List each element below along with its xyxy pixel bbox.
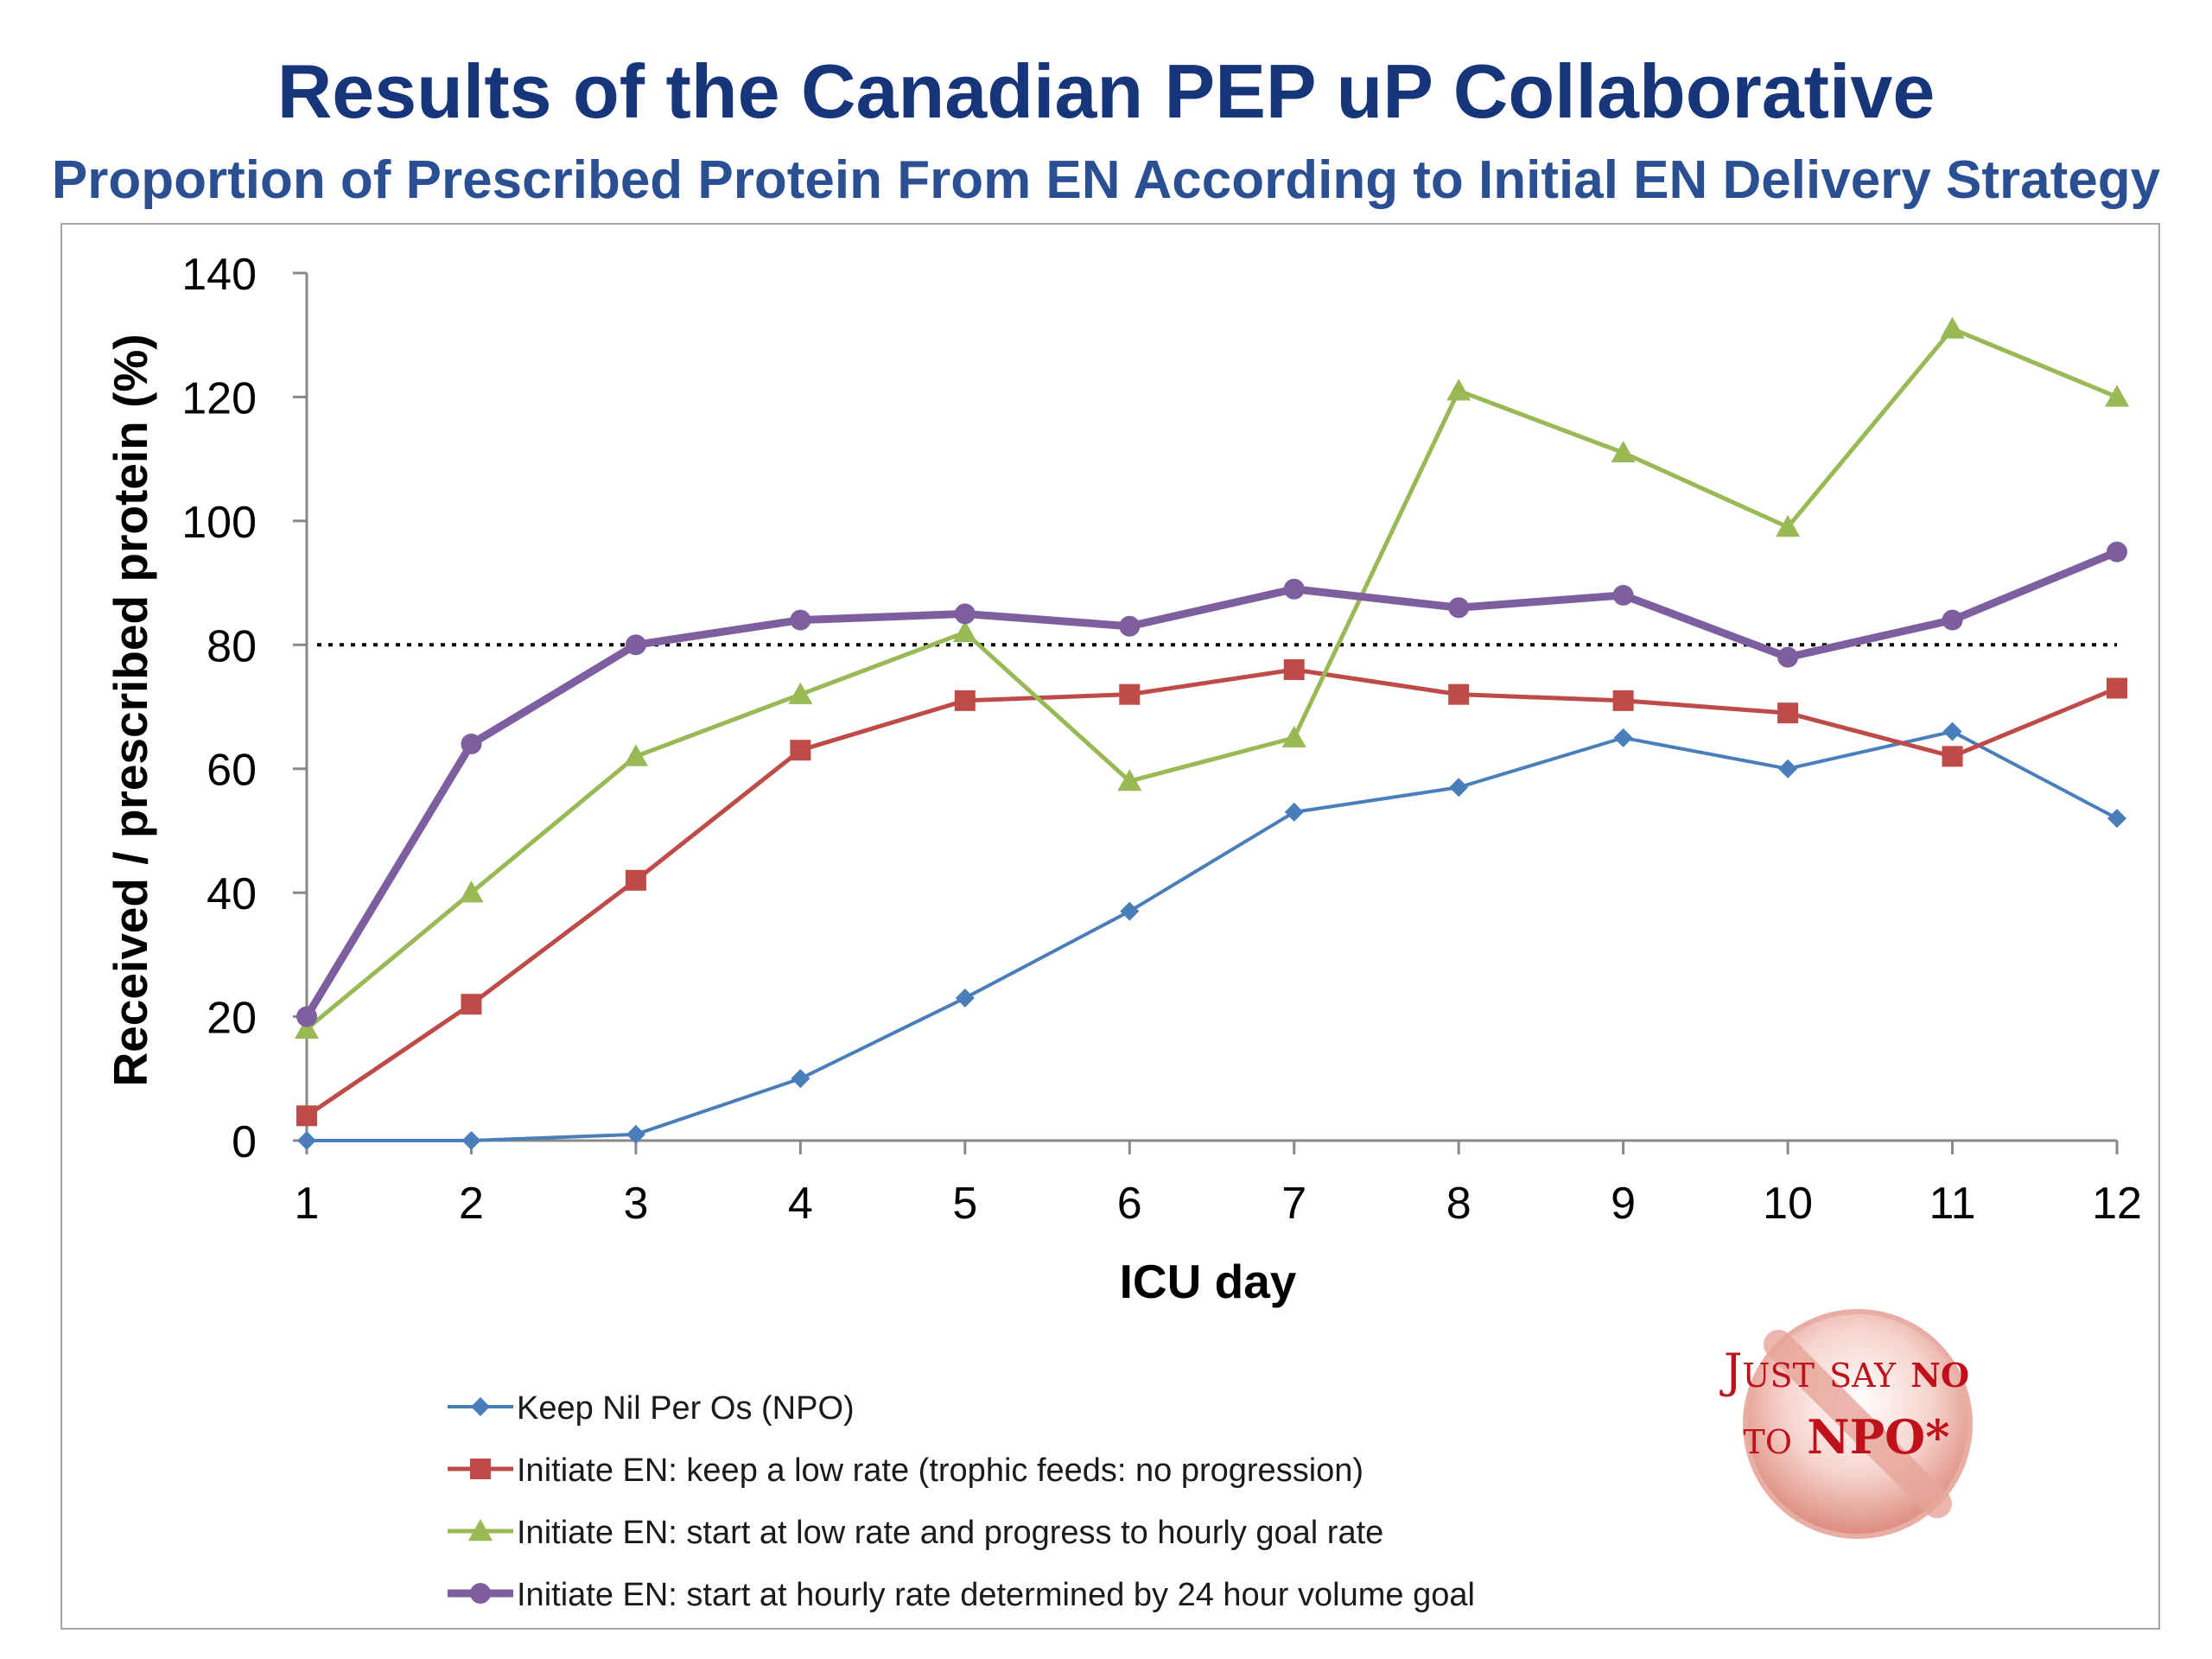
- series-1-point: [2107, 809, 2126, 829]
- legend-marker-2: [470, 1459, 491, 1479]
- series-3-point: [952, 620, 977, 643]
- series-3-point: [1776, 515, 1801, 537]
- series-3-point: [1117, 769, 1142, 791]
- series-4-point: [954, 603, 976, 625]
- series-4-point: [461, 734, 482, 755]
- page-title: Results of the Canadian PEP uP Collabora…: [276, 48, 1936, 134]
- series-3-point: [1281, 725, 1306, 748]
- series-4-point: [1448, 597, 1470, 619]
- series-1: [297, 721, 2126, 1150]
- series-3-point: [623, 744, 648, 766]
- series-2-point: [790, 740, 811, 761]
- x-tick-label: 11: [1929, 1179, 1976, 1229]
- x-tick-label: 8: [1446, 1179, 1471, 1229]
- y-tick-label: 120: [181, 373, 257, 423]
- series-1-point: [1613, 728, 1633, 747]
- legend-label-3: Initiate EN: start at low rate and progr…: [517, 1515, 1383, 1551]
- x-tick-label: 12: [2092, 1179, 2142, 1229]
- x-tick-label: 5: [952, 1179, 977, 1229]
- stamp-line-1: Just say no: [1719, 1343, 1969, 1398]
- x-tick-label: 1: [295, 1179, 320, 1229]
- series-1-point: [1120, 901, 1140, 921]
- stamp-slash: [1764, 1330, 1952, 1518]
- legend-label-1: Keep Nil Per Os (NPO): [517, 1390, 855, 1427]
- legend-marker-1: [471, 1397, 490, 1416]
- series-2-point: [1612, 690, 1634, 711]
- series-2-line: [305, 667, 2118, 1118]
- series-2-point: [954, 690, 976, 711]
- series-1-point: [955, 988, 975, 1008]
- series-3-point: [788, 682, 813, 704]
- series-2-point: [1448, 683, 1470, 705]
- just-say-no-to-npo-stamp: Just say no to NPO*: [1719, 1309, 1973, 1539]
- legend-label-4: Initiate EN: start at hourly rate determ…: [517, 1577, 1475, 1613]
- series-2-point: [461, 994, 482, 1015]
- series-3-point: [1940, 316, 1965, 339]
- legend-marker-4: [470, 1583, 491, 1604]
- series-4-point: [1942, 609, 1963, 631]
- series-1-point: [1778, 759, 1798, 779]
- series-2: [296, 658, 2127, 1127]
- series-4-point: [625, 634, 646, 656]
- series-2-point: [296, 1105, 317, 1127]
- y-tick-label: 140: [181, 250, 257, 300]
- series-3-point: [1446, 378, 1471, 401]
- y-axis-title: Received / prescribed protein (%): [104, 334, 157, 1086]
- y-tick-label: 20: [207, 994, 257, 1044]
- series-1-point: [791, 1069, 810, 1089]
- series-3-point: [1611, 440, 1636, 463]
- series-4-line: [303, 548, 2119, 1019]
- y-tick-label: 60: [207, 746, 257, 796]
- series-3-point: [459, 880, 484, 903]
- series-4-point: [1119, 615, 1141, 637]
- series-1-point: [626, 1124, 645, 1144]
- series-1-point: [1284, 802, 1304, 822]
- series-2-point: [1283, 658, 1305, 680]
- series-4-point: [1777, 646, 1799, 668]
- y-tick-label: 0: [232, 1117, 257, 1167]
- series-3: [295, 316, 2129, 1039]
- x-tick-label: 9: [1611, 1179, 1636, 1229]
- legend: Keep Nil Per Os (NPO) Initiate EN: keep a…: [448, 1390, 1475, 1613]
- series-2-point: [1119, 683, 1141, 705]
- series-1-point: [1942, 721, 1962, 741]
- x-tick-label: 3: [623, 1179, 648, 1229]
- series-2-point: [1777, 702, 1799, 724]
- series-1-line: [307, 729, 2118, 1142]
- page-subtitle: Proportion of Prescribed Protein From EN…: [51, 150, 2161, 210]
- x-tick-label: 6: [1117, 1179, 1142, 1229]
- x-axis-title: ICU day: [1120, 1255, 1297, 1308]
- series-group: [295, 316, 2129, 1150]
- x-tick-label: 4: [788, 1179, 813, 1229]
- series-4: [296, 541, 2127, 1027]
- x-tick-label: 10: [1763, 1179, 1813, 1229]
- stamp-line-2: to NPO*: [1744, 1409, 1950, 1465]
- x-tick-label: 2: [459, 1179, 484, 1229]
- x-tick-label: 7: [1281, 1179, 1306, 1229]
- series-1-point: [461, 1131, 481, 1150]
- y-tick-label: 40: [207, 869, 257, 919]
- series-2-point: [625, 869, 646, 891]
- series-1-point: [297, 1131, 316, 1150]
- series-3-line: [305, 327, 2118, 1031]
- series-4-point: [296, 1006, 317, 1027]
- legend-label-2: Initiate EN: keep a low rate (trophic fe…: [517, 1452, 1363, 1489]
- series-2-point: [1942, 746, 1963, 767]
- series-3-point: [295, 1016, 319, 1039]
- series-4-point: [1612, 584, 1634, 606]
- chart-frame: [60, 223, 2160, 1630]
- series-4-point: [1283, 578, 1305, 600]
- y-tick-label: 80: [207, 621, 257, 671]
- series-4-point: [790, 609, 811, 631]
- y-tick-label: 100: [181, 498, 257, 548]
- series-1-point: [1449, 778, 1469, 798]
- series-3-point: [2105, 385, 2129, 407]
- series-4-point: [2107, 541, 2127, 563]
- legend-marker-3: [468, 1519, 493, 1541]
- series-2-point: [2107, 677, 2127, 699]
